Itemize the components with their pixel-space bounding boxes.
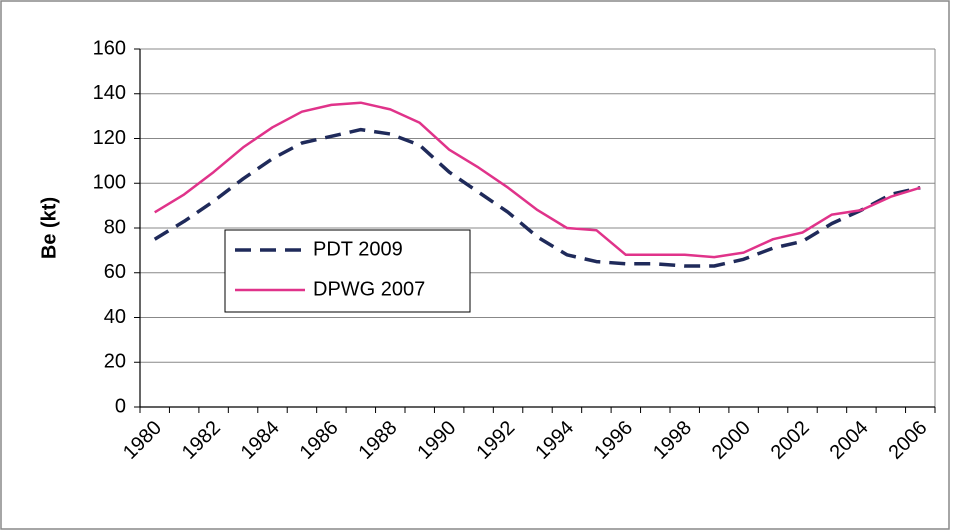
legend-label: PDT 2009 bbox=[313, 238, 403, 260]
y-tick-label: 100 bbox=[93, 172, 126, 194]
y-tick-label: 120 bbox=[93, 127, 126, 149]
y-axis-label: Be (kt) bbox=[38, 197, 60, 259]
y-tick-label: 80 bbox=[104, 216, 126, 238]
y-tick-label: 0 bbox=[115, 395, 126, 417]
y-tick-label: 60 bbox=[104, 261, 126, 283]
y-tick-label: 40 bbox=[104, 306, 126, 328]
legend-label: DPWG 2007 bbox=[313, 278, 425, 300]
legend-box bbox=[224, 229, 471, 313]
y-tick-label: 160 bbox=[93, 37, 126, 59]
data-line bbox=[153, 127, 921, 268]
y-tick-label: 140 bbox=[93, 82, 126, 104]
data-line bbox=[154, 101, 921, 259]
y-tick-label: 20 bbox=[104, 351, 126, 373]
